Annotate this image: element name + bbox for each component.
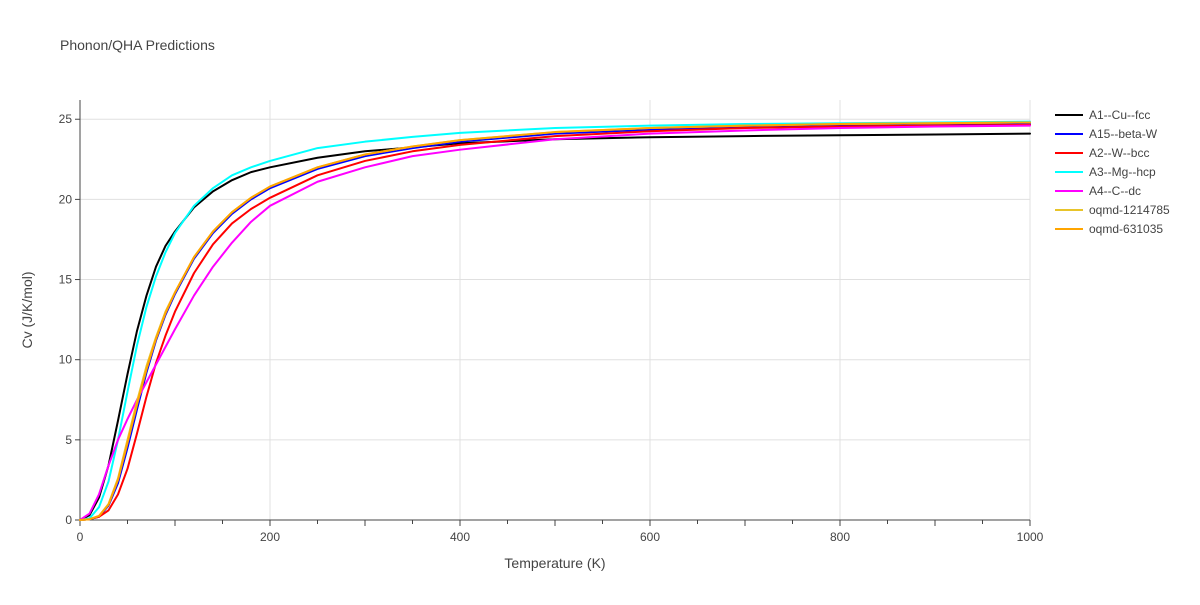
legend-label: oqmd-1214785: [1089, 203, 1170, 217]
series-line-a3-mg-hcp: [79, 120, 1031, 521]
x-tick-label: 200: [260, 530, 280, 544]
y-tick-label: 5: [65, 433, 72, 447]
chart-title: Phonon/QHA Predictions: [60, 37, 215, 53]
legend-item[interactable]: A1--Cu--fcc: [1055, 108, 1150, 122]
y-tick-label: 10: [59, 353, 73, 367]
legend-item[interactable]: A4--C--dc: [1055, 184, 1141, 198]
y-axis-label: Cv (J/K/mol): [19, 272, 35, 349]
series-line-a2-w-bcc: [79, 123, 1031, 521]
axes-layer: 0 200 400 600 800 1000 0 5 10 15 20 25: [59, 100, 1044, 544]
x-axis-label: Temperature (K): [504, 555, 605, 571]
x-tick-label: 400: [450, 530, 470, 544]
series-line-a15-beta-w: [79, 123, 1031, 521]
legend-item[interactable]: oqmd-1214785: [1055, 203, 1170, 217]
legend-item[interactable]: oqmd-631035: [1055, 222, 1163, 236]
series-line-oqmd-631035: [79, 121, 1031, 521]
legend-label: A15--beta-W: [1089, 127, 1158, 141]
y-tick-label: 25: [59, 112, 73, 126]
series-layer: [79, 120, 1031, 521]
legend-label: oqmd-631035: [1089, 222, 1163, 236]
legend-label: A4--C--dc: [1089, 184, 1141, 198]
x-tick-label: 600: [640, 530, 660, 544]
legend-item[interactable]: A15--beta-W: [1055, 127, 1158, 141]
y-tick-label: 15: [59, 273, 73, 287]
y-tick-label: 20: [59, 192, 73, 206]
legend-item[interactable]: A3--Mg--hcp: [1055, 165, 1156, 179]
grid-layer: [80, 100, 1031, 520]
legend-item[interactable]: A2--W--bcc: [1055, 146, 1149, 160]
series-line-a1-cu-fcc: [79, 132, 1031, 521]
legend-label: A1--Cu--fcc: [1089, 108, 1150, 122]
x-tick-label: 800: [830, 530, 850, 544]
series-line-a4-c-dc: [79, 124, 1031, 521]
y-tick-label: 0: [65, 513, 72, 527]
legend-label: A3--Mg--hcp: [1089, 165, 1156, 179]
x-tick-label: 1000: [1017, 530, 1044, 544]
legend[interactable]: A1--Cu--fcc A15--beta-W A2--W--bcc A3--Mg--…: [1055, 108, 1170, 236]
legend-label: A2--W--bcc: [1089, 146, 1149, 160]
x-tick-label: 0: [77, 530, 84, 544]
